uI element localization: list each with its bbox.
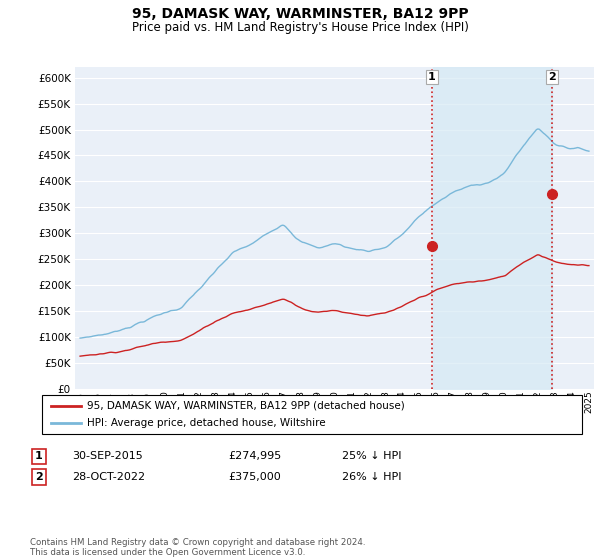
Text: 1: 1 <box>35 451 43 461</box>
Text: £274,995: £274,995 <box>228 451 281 461</box>
Text: 26% ↓ HPI: 26% ↓ HPI <box>342 472 401 482</box>
Text: HPI: Average price, detached house, Wiltshire: HPI: Average price, detached house, Wilt… <box>87 418 326 428</box>
Text: 95, DAMASK WAY, WARMINSTER, BA12 9PP: 95, DAMASK WAY, WARMINSTER, BA12 9PP <box>131 7 469 21</box>
Text: 1: 1 <box>428 72 436 82</box>
Text: 95, DAMASK WAY, WARMINSTER, BA12 9PP (detached house): 95, DAMASK WAY, WARMINSTER, BA12 9PP (de… <box>87 401 405 411</box>
Text: Price paid vs. HM Land Registry's House Price Index (HPI): Price paid vs. HM Land Registry's House … <box>131 21 469 34</box>
Text: 28-OCT-2022: 28-OCT-2022 <box>72 472 145 482</box>
Text: 2: 2 <box>548 72 556 82</box>
Text: 2: 2 <box>35 472 43 482</box>
Text: £375,000: £375,000 <box>228 472 281 482</box>
Text: 25% ↓ HPI: 25% ↓ HPI <box>342 451 401 461</box>
Text: Contains HM Land Registry data © Crown copyright and database right 2024.
This d: Contains HM Land Registry data © Crown c… <box>30 538 365 557</box>
Text: 30-SEP-2015: 30-SEP-2015 <box>72 451 143 461</box>
